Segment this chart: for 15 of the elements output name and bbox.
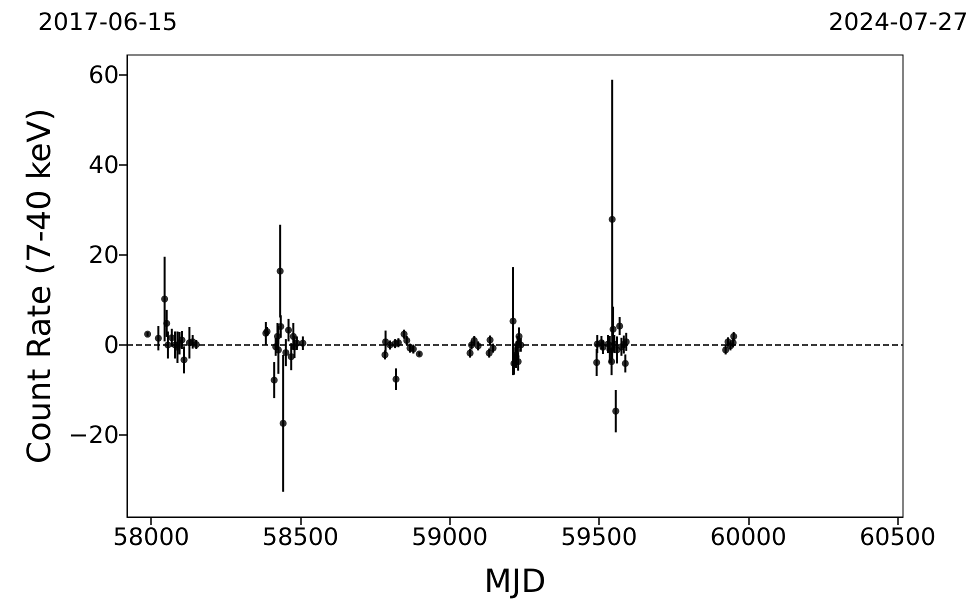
- text: 2024-07-27: [828, 8, 968, 36]
- y-tick-label: 0: [104, 330, 119, 359]
- x-tick-label: 58000: [113, 523, 190, 551]
- x-tick-label: 58500: [262, 523, 339, 551]
- x-tick-label: 59000: [412, 523, 488, 551]
- y-tick-label: −20: [68, 421, 119, 450]
- x-tick-label: 59500: [560, 523, 638, 551]
- y-tick-label: 60: [88, 60, 119, 89]
- y-tick-label: 40: [88, 150, 119, 179]
- text: 2017-06-15: [38, 8, 178, 36]
- x-axis-title: MJD: [484, 562, 546, 600]
- y-axis-title: Count Rate (7-40 keV): [20, 108, 58, 464]
- y-tick-label: 20: [88, 240, 119, 269]
- x-tick-label: 60500: [859, 523, 936, 551]
- x-tick-label: 60000: [710, 523, 787, 551]
